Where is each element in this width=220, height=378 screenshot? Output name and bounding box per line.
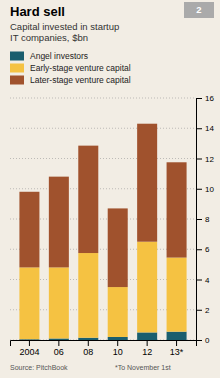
plot: 2004 06 08 10 12 13* 0 2 4 6 8 10 12 14 16 (10, 94, 214, 357)
note: *To November 1st (115, 364, 171, 371)
legend-item: Early-stage venture capital (10, 63, 131, 73)
tick-mark (196, 310, 202, 311)
tick-label: 2 (205, 306, 210, 315)
tick-label: 6 (205, 245, 210, 254)
page-number-text: 2 (196, 4, 201, 15)
tick: 13* (170, 340, 184, 357)
tick: 8 (196, 215, 210, 224)
bar (108, 287, 128, 337)
bar (49, 177, 69, 268)
series (19, 242, 186, 340)
y-axis: 0 2 4 6 8 10 12 14 16 (196, 94, 214, 345)
tick: 06 (54, 340, 64, 357)
bar (167, 332, 187, 340)
tick: 10 (113, 340, 123, 357)
title: Hard sell (10, 4, 65, 19)
tick-mark (58, 340, 59, 346)
bar (137, 242, 157, 333)
tick-mark (29, 340, 30, 346)
bar (19, 267, 39, 339)
tick-mark (88, 340, 89, 346)
tick-label: 4 (205, 276, 210, 285)
tick: 14 (196, 124, 214, 133)
bar (49, 267, 69, 338)
legend-swatch (10, 52, 24, 61)
tick-label: 16 (205, 94, 214, 103)
tick: 6 (196, 245, 210, 254)
tick: 08 (83, 340, 93, 357)
grid-line (10, 128, 196, 129)
tick: 2 (196, 306, 210, 315)
tick-label: 0 (205, 336, 210, 345)
bar (108, 208, 128, 287)
grid (10, 98, 196, 340)
grid-line (10, 98, 196, 99)
bar (19, 192, 39, 268)
tick-label: 2004 (19, 347, 39, 357)
bar (108, 337, 128, 340)
tick-label: 8 (205, 215, 210, 224)
legend-swatch (10, 76, 24, 85)
tick-mark (196, 159, 202, 160)
tick-mark (196, 340, 202, 341)
tick-mark (196, 128, 202, 129)
tick: 4 (196, 276, 210, 285)
grid-line (10, 158, 196, 159)
tick: 12 (196, 155, 214, 164)
legend-label: Later-stage venture capital (30, 75, 131, 85)
bar (167, 258, 187, 332)
axis-domain (11, 341, 197, 347)
bar (167, 162, 187, 257)
tick: 2004 (19, 340, 39, 357)
bar (78, 146, 98, 253)
legend-item: Angel investors (10, 51, 88, 61)
note: Source: PitchBook (10, 364, 68, 371)
tick-label: 08 (83, 347, 93, 357)
bars (19, 124, 186, 340)
tick-mark (196, 280, 202, 281)
tick-mark (196, 98, 202, 99)
chart: Hard sell Capital invested in startupIT c… (0, 0, 220, 378)
series (19, 332, 186, 340)
page-number-box (184, 2, 214, 18)
tick-label: 12 (142, 347, 152, 357)
legend-swatch (10, 64, 24, 73)
bar (137, 332, 157, 340)
bar (137, 124, 157, 242)
tick: 0 (196, 336, 210, 345)
tick-label: 10 (205, 185, 214, 194)
tick-label: 06 (54, 347, 64, 357)
bar (78, 338, 98, 340)
tick-label: 13* (170, 347, 184, 357)
tick-label: 10 (113, 347, 123, 357)
tick-label: 12 (205, 155, 214, 164)
tick-mark (196, 249, 202, 250)
x-axis: 2004 06 08 10 12 13* (11, 340, 197, 357)
tick-mark (196, 189, 202, 190)
legend: Angel investors Early-stage venture capit… (10, 51, 131, 85)
legend-item: Later-stage venture capital (10, 75, 131, 85)
series (19, 124, 186, 287)
tick-mark (147, 340, 148, 346)
tick: 10 (196, 185, 214, 194)
subtitle: Capital invested in startupIT companies,… (10, 21, 119, 43)
legend-label: Early-stage venture capital (30, 63, 131, 73)
tick: 16 (196, 94, 214, 103)
page-number: 2 (184, 2, 214, 18)
tick-mark (196, 219, 202, 220)
bar (78, 253, 98, 338)
tick-mark (176, 340, 177, 346)
axis-domain (197, 99, 203, 341)
tick-mark (117, 340, 118, 346)
legend-label: Angel investors (30, 51, 88, 61)
tick: 12 (142, 340, 152, 357)
bar (49, 338, 69, 340)
tick-label: 14 (205, 124, 214, 133)
